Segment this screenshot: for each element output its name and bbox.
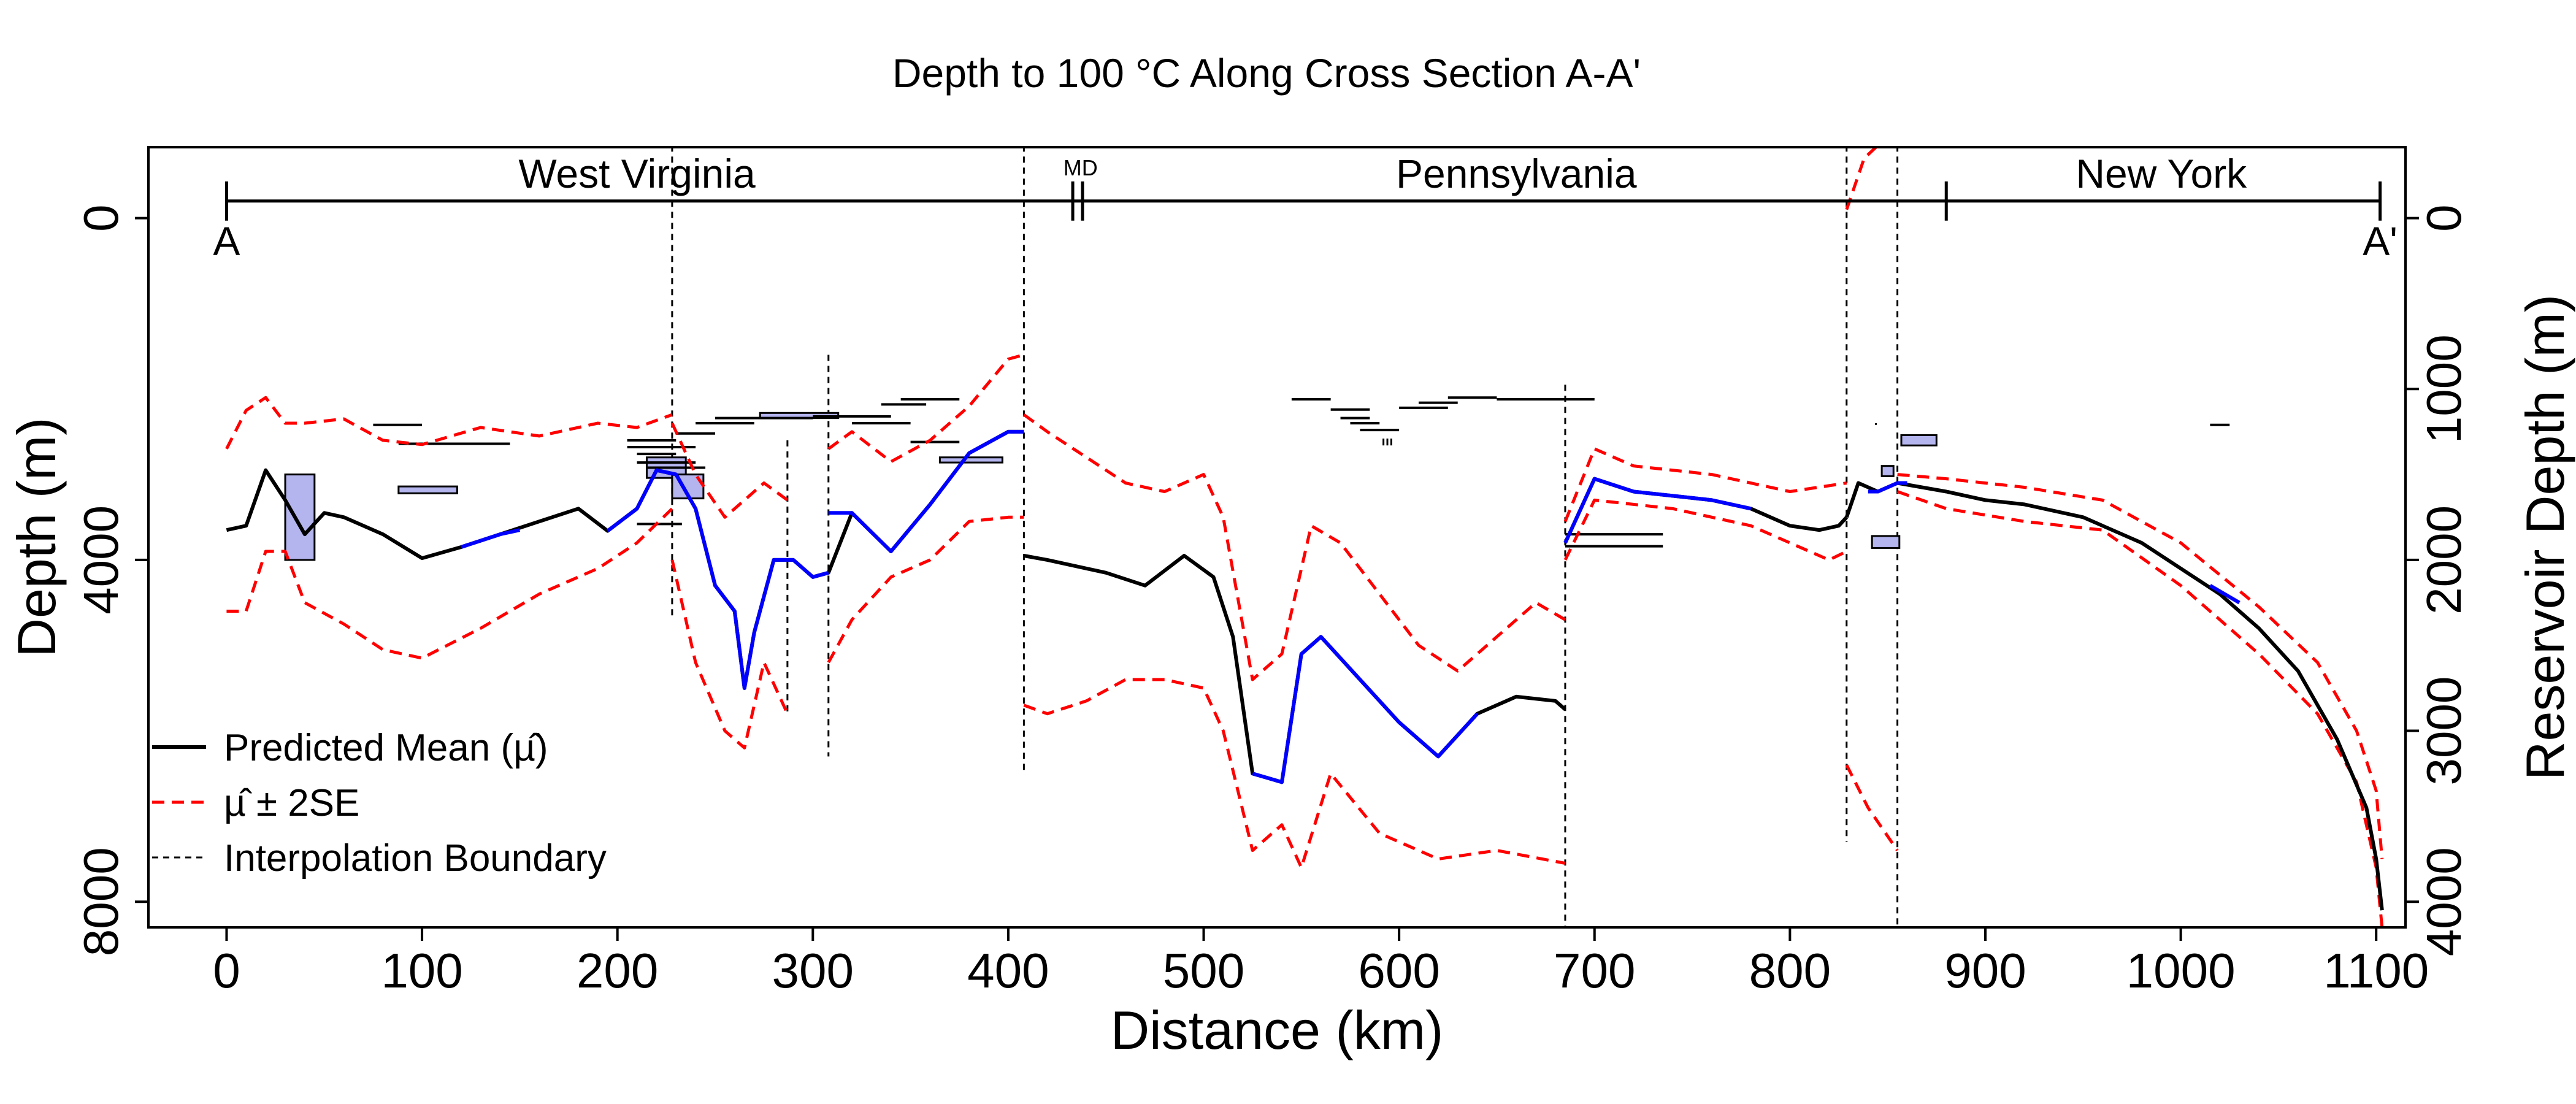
y2-tick-label: 2000 <box>2417 505 2471 615</box>
x-tick-label: 400 <box>967 943 1049 998</box>
mean-line <box>1023 554 1566 784</box>
highlight-line <box>1868 481 1907 494</box>
x-tick-label: 1100 <box>2323 943 2429 998</box>
state-label: Pennsylvania <box>1396 151 1637 196</box>
interval-line <box>1845 147 1879 210</box>
x-tick-label: 700 <box>1554 943 1635 998</box>
y-tick-label: 8000 <box>74 847 128 956</box>
section-start-label: A <box>213 218 240 264</box>
x-tick-label: 900 <box>1944 943 2026 998</box>
state-label: MD <box>1064 155 1098 180</box>
x-axis-label: Distance (km) <box>1111 1000 1444 1060</box>
interval-line <box>225 396 673 450</box>
interval-line <box>670 559 789 749</box>
legend-label: Interpolation Boundary <box>224 837 607 880</box>
x-axis: 0 100 200 300 400 500 600 700 800 900 1000 1100 <box>213 926 2429 998</box>
legend: Predicted Mean (µ̂) µ̂ ± 2SE Interpolation… <box>152 727 607 880</box>
mean-line <box>226 429 1024 690</box>
interval-line <box>827 515 1024 664</box>
x-tick-label: 100 <box>381 943 462 998</box>
y-axis-left: 0 4000 8000 <box>74 204 148 956</box>
legend-label: Predicted Mean (µ̂) <box>224 727 548 769</box>
interval-line <box>827 353 1025 464</box>
x-tick-label: 500 <box>1163 943 1244 998</box>
interval-line <box>1896 490 2384 927</box>
highlight-line <box>2209 584 2241 605</box>
interval-line <box>670 422 789 519</box>
y2-tick-label: 0 <box>2417 204 2471 232</box>
chart-title: Depth to 100 °C Along Cross Section A-A' <box>892 50 1641 96</box>
x-tick-label: 300 <box>772 943 854 998</box>
highlight-line <box>1252 635 1479 784</box>
y-axis-right: 0 1000 2000 3000 4000 <box>2405 204 2471 956</box>
interval-line <box>1897 473 2384 859</box>
x-tick-label: 800 <box>1749 943 1831 998</box>
interval-line <box>226 507 673 660</box>
x-tick-label: 1000 <box>2126 943 2236 998</box>
highlight-line <box>1563 477 1752 544</box>
y2-tick-label: 3000 <box>2417 677 2471 786</box>
mean-line <box>1844 481 2384 911</box>
reservoir-box <box>397 485 458 494</box>
x-tick-label: 0 <box>213 943 240 998</box>
y2-axis-label: Reservoir Depth (m) <box>2515 294 2575 780</box>
highlight-line <box>606 468 829 690</box>
interval-line <box>1563 498 1847 562</box>
x-tick-label: 200 <box>577 943 658 998</box>
highlight-line <box>460 528 521 549</box>
interval-line <box>1845 764 1899 852</box>
reservoir-box <box>938 456 1003 464</box>
plot-area: A A' West Virginia MD Pennsylvania New York <box>213 147 2398 927</box>
state-label: New York <box>2076 151 2247 196</box>
interval-line <box>1563 447 1847 523</box>
section-end-label: A' <box>2363 218 2398 264</box>
interval-line <box>1022 413 1566 681</box>
y2-tick-label: 1000 <box>2417 334 2471 443</box>
y-tick-label: 0 <box>74 204 128 232</box>
reservoir-box <box>1900 434 1938 447</box>
x-tick-label: 600 <box>1358 943 1439 998</box>
y2-tick-label: 4000 <box>2417 847 2471 956</box>
state-label: West Virginia <box>518 151 756 196</box>
y-tick-label: 4000 <box>74 505 128 615</box>
reservoir-box <box>1880 465 1895 477</box>
highlight-line <box>828 429 1024 553</box>
reservoir-box <box>1871 535 1901 549</box>
y-axis-label: Depth (m) <box>6 417 67 657</box>
reservoir-box <box>284 473 316 561</box>
interval-line <box>1023 678 1566 869</box>
legend-label: µ̂ ± 2SE <box>224 782 359 824</box>
